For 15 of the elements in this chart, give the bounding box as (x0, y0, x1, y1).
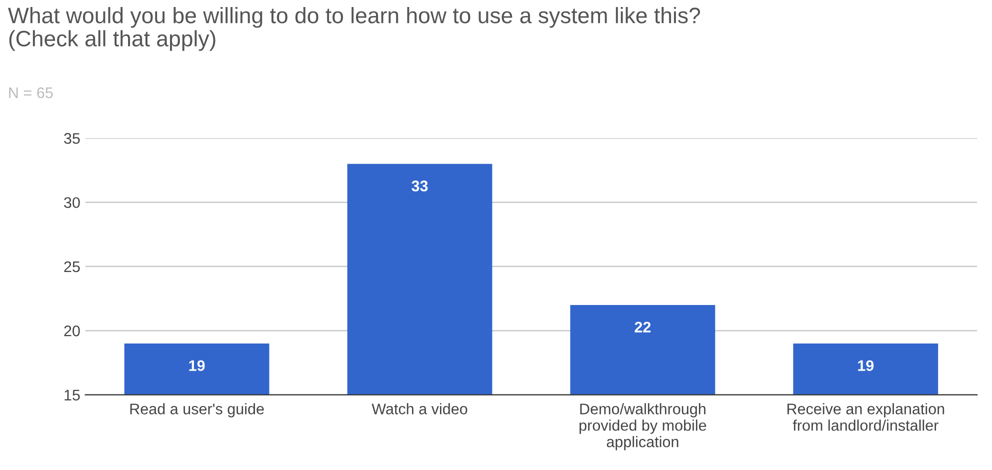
data-label: 19 (189, 360, 205, 372)
y-tick-label: 20 (64, 326, 80, 336)
y-tick-label: 35 (64, 133, 80, 144)
x-tick-label: Watch a video (372, 403, 468, 414)
data-label: 33 (412, 180, 428, 192)
y-tick-label: 15 (64, 390, 80, 400)
data-label: 22 (634, 322, 651, 332)
chart-subtitle: N = 65 (9, 87, 53, 98)
x-tick-label: Read a user's guide (130, 403, 264, 418)
x-tick-label: Receive an explanation from landlord/installer (787, 403, 944, 431)
y-tick-label: 25 (64, 261, 80, 272)
chart-title: What would you be willing to do to learn how to use a system like this? (Check all that apply) (8, 7, 700, 51)
data-label: 19 (858, 360, 874, 372)
x-tick-label: Demo/walkthrough provided by mobile application (580, 403, 706, 450)
y-tick-label: 30 (64, 197, 80, 208)
